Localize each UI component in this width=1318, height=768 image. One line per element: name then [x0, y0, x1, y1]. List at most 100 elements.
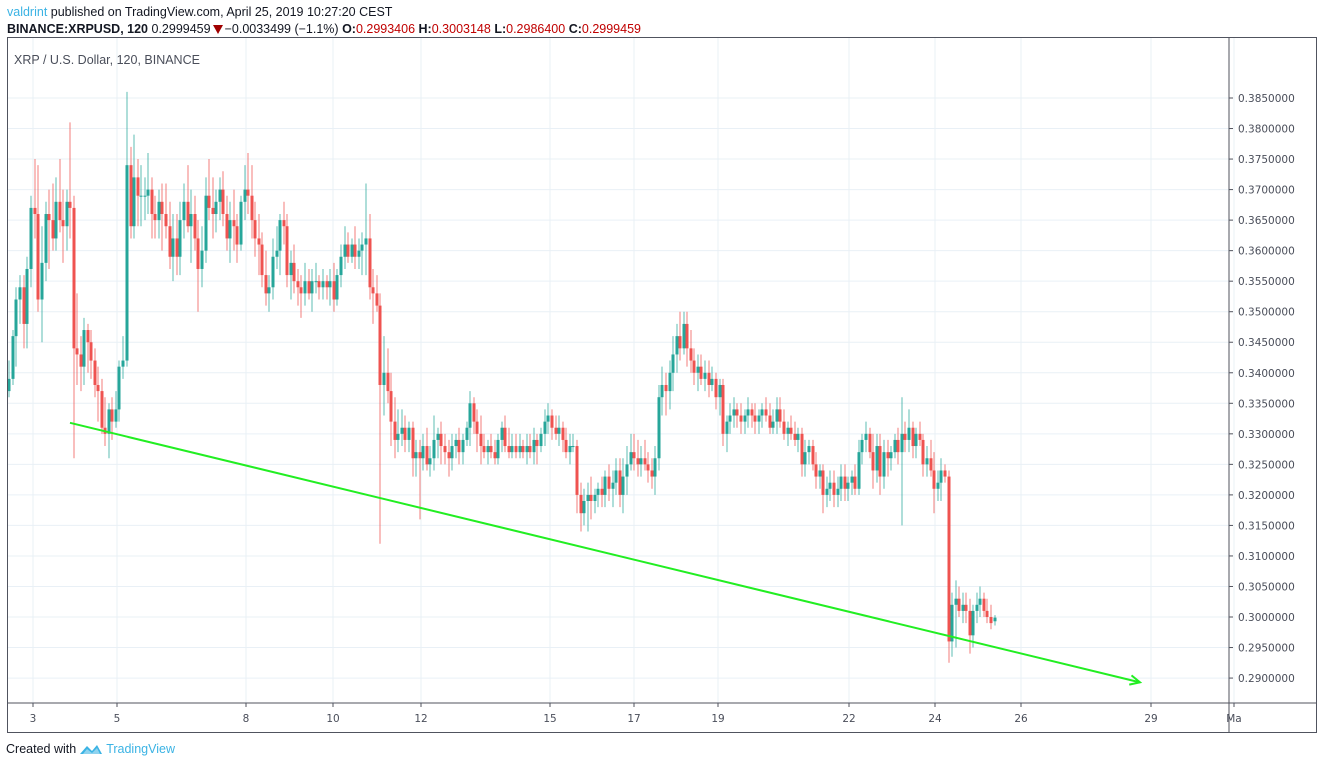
candle-body	[317, 281, 321, 288]
close-label: C:	[568, 22, 582, 36]
candle-body	[264, 275, 268, 294]
tradingview-link[interactable]: TradingView	[106, 742, 175, 756]
candle-body	[343, 244, 347, 257]
candle-body	[461, 439, 465, 453]
candle-body	[886, 452, 890, 459]
candle-body	[36, 214, 40, 300]
candle-body	[232, 220, 236, 227]
candle-body	[303, 281, 307, 294]
candle-body	[643, 458, 647, 465]
candle-body	[878, 446, 882, 477]
candle-body	[911, 427, 915, 447]
candle-body	[836, 488, 840, 495]
published-text: published on TradingView.com, April 25, …	[47, 5, 393, 19]
candle-body	[568, 446, 572, 453]
candle-body	[947, 476, 951, 642]
candle-body	[239, 201, 243, 245]
candle-body	[196, 238, 200, 269]
candle-body	[682, 323, 686, 349]
candle-body	[696, 366, 700, 373]
author-link[interactable]: valdrint	[7, 5, 48, 19]
candle-body	[375, 293, 379, 306]
candle-body	[68, 201, 72, 208]
candle-body	[468, 403, 472, 428]
candle-body	[818, 470, 822, 477]
candle-body	[625, 464, 629, 477]
candle-body	[44, 214, 48, 263]
price-tick-label: 0.3150000	[1238, 520, 1295, 532]
time-tick-label: 10	[326, 713, 339, 725]
candle-body	[650, 470, 654, 477]
candle-body	[703, 372, 707, 379]
candle-body	[825, 488, 829, 495]
candle-body	[164, 214, 168, 227]
candle-body	[121, 360, 125, 367]
price-tick-label: 0.3450000	[1238, 337, 1295, 349]
candle-body	[47, 214, 51, 221]
candle-body	[321, 281, 325, 288]
candle-body	[146, 189, 150, 196]
candle-body	[510, 446, 514, 453]
candle-body	[978, 598, 982, 605]
candle-body	[521, 446, 525, 453]
price-axis[interactable]: 0.3850000 0.3800000 0.3750000 0.3700000 0.36…	[1228, 38, 1295, 733]
candle-body	[386, 372, 390, 392]
candle-body	[589, 494, 593, 501]
candle-body	[407, 427, 411, 440]
price-change: −0.0033499 (−1.1%)	[224, 22, 339, 36]
candle-body	[550, 415, 554, 428]
candle-body	[11, 336, 15, 379]
candle-body	[896, 439, 900, 453]
candle-body	[346, 244, 350, 257]
candle-body	[764, 409, 768, 416]
candle-body	[425, 446, 429, 465]
candle-body	[157, 201, 161, 221]
trendline-segment[interactable]	[69, 421, 1141, 684]
candle-body	[267, 287, 271, 294]
candle-body	[875, 446, 879, 471]
trendline[interactable]	[69, 421, 1143, 686]
candle-body	[757, 415, 761, 422]
candle-body	[832, 482, 836, 495]
price-tick-label: 0.3800000	[1238, 124, 1295, 136]
candle-body	[339, 256, 343, 276]
candle-body	[518, 446, 522, 453]
candle-body	[579, 494, 583, 514]
candle-body	[125, 165, 129, 361]
time-tick-label: 19	[711, 713, 724, 725]
candle-body	[710, 378, 714, 385]
candle-body	[447, 452, 451, 459]
candle-body	[618, 470, 622, 495]
price-tick-label: 0.3050000	[1238, 581, 1295, 593]
candle-body	[61, 220, 65, 227]
price-tick-label: 0.3000000	[1238, 612, 1295, 624]
candle-body	[500, 427, 504, 440]
candle-body	[821, 470, 825, 495]
candle-body	[454, 439, 458, 447]
time-axis[interactable]: 3 5 8 10 12 15 17 19 22 24 26 29 Ma	[7, 702, 1317, 725]
candle-body	[278, 220, 282, 251]
candle-body	[603, 476, 607, 495]
candle-body	[110, 409, 114, 422]
candle-body	[493, 452, 497, 459]
candle-body	[689, 348, 693, 361]
candle-body	[285, 226, 289, 276]
candle-body	[907, 427, 911, 440]
candle-body	[671, 354, 675, 373]
candle-body	[753, 415, 757, 422]
candle-body	[768, 415, 772, 428]
ohlc-legend: BINANCE:XRPUSD, 120 0.2999459 −0.0033499 …	[7, 22, 641, 36]
price-tick-label: 0.3100000	[1238, 551, 1295, 563]
time-tick-label: 17	[627, 713, 640, 725]
candle-body	[778, 409, 782, 422]
candle-body	[364, 238, 368, 245]
candle-body	[479, 433, 483, 447]
candle-body	[903, 433, 907, 440]
candle-body	[900, 433, 904, 453]
candle-body	[314, 281, 318, 283]
candle-body	[200, 250, 204, 269]
price-tick-label: 0.3550000	[1238, 276, 1295, 288]
candle-body	[853, 476, 857, 489]
candle-body	[843, 476, 847, 489]
